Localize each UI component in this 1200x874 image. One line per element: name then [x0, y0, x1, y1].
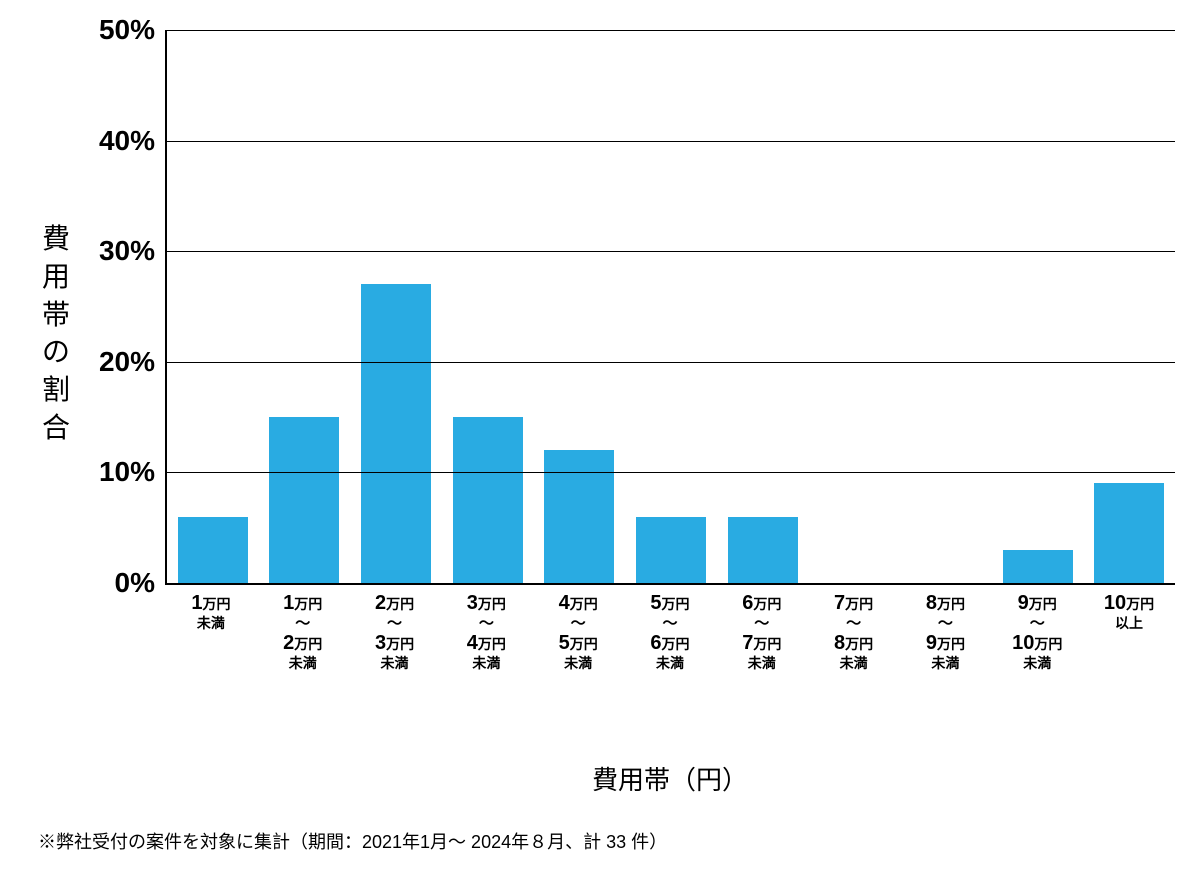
x-category-label: 2万円～3万円未満: [349, 592, 441, 671]
grid-line: [167, 472, 1175, 473]
bar-slot: [992, 30, 1084, 583]
bar-slot: [625, 30, 717, 583]
plot-area: 0%10%20%30%40%50%: [165, 30, 1175, 585]
y-tick-label: 10%: [99, 456, 155, 488]
x-category-label: 7万円～8万円未満: [808, 592, 900, 671]
y-tick-label: 30%: [99, 235, 155, 267]
bar: [1003, 550, 1073, 583]
bar: [636, 517, 706, 583]
grid-line: [167, 141, 1175, 142]
bar: [361, 284, 431, 583]
bar-slot: [259, 30, 351, 583]
bar: [544, 450, 614, 583]
x-category-label: 8万円～9万円未満: [900, 592, 992, 671]
y-tick-label: 20%: [99, 346, 155, 378]
bar-slot: [1083, 30, 1175, 583]
x-category-label: 3万円～4万円未満: [440, 592, 532, 671]
x-category-label: 1万円～2万円未満: [257, 592, 349, 671]
x-category-label: 6万円～7万円未満: [716, 592, 808, 671]
bar: [1094, 483, 1164, 583]
grid-line: [167, 362, 1175, 363]
grid-line: [167, 251, 1175, 252]
y-tick-label: 50%: [99, 14, 155, 46]
bar-slot: [808, 30, 900, 583]
bar-slot: [717, 30, 809, 583]
grid-line: [167, 30, 1175, 31]
bar-slot: [442, 30, 534, 583]
bar-slot: [167, 30, 259, 583]
y-tick-label: 0%: [115, 567, 155, 599]
bar: [269, 417, 339, 583]
x-axis-label: 費用帯（円）: [165, 760, 1175, 797]
x-category-label: 10万円以上: [1083, 592, 1175, 671]
bar: [178, 517, 248, 583]
x-axis-categories: 1万円未満1万円～2万円未満2万円～3万円未満3万円～4万円未満4万円～5万円未…: [165, 592, 1175, 671]
bar-slot: [900, 30, 992, 583]
y-tick-label: 40%: [99, 125, 155, 157]
bar-slot: [350, 30, 442, 583]
y-axis-label: 費用帯の割合: [38, 220, 74, 447]
bar: [728, 517, 798, 583]
x-category-label: 5万円～6万円未満: [624, 592, 716, 671]
chart-container: 費用帯の割合 0%10%20%30%40%50% 1万円未満1万円～2万円未満2…: [0, 0, 1200, 874]
x-category-label: 9万円～10万円未満: [991, 592, 1083, 671]
bars-group: [167, 30, 1175, 583]
x-category-label: 1万円未満: [165, 592, 257, 671]
x-category-label: 4万円～5万円未満: [532, 592, 624, 671]
bar: [453, 417, 523, 583]
bar-slot: [534, 30, 626, 583]
chart-footnote: ※弊社受付の案件を対象に集計（期間：2021年1月～ 2024年８月、計 33 …: [38, 828, 667, 854]
